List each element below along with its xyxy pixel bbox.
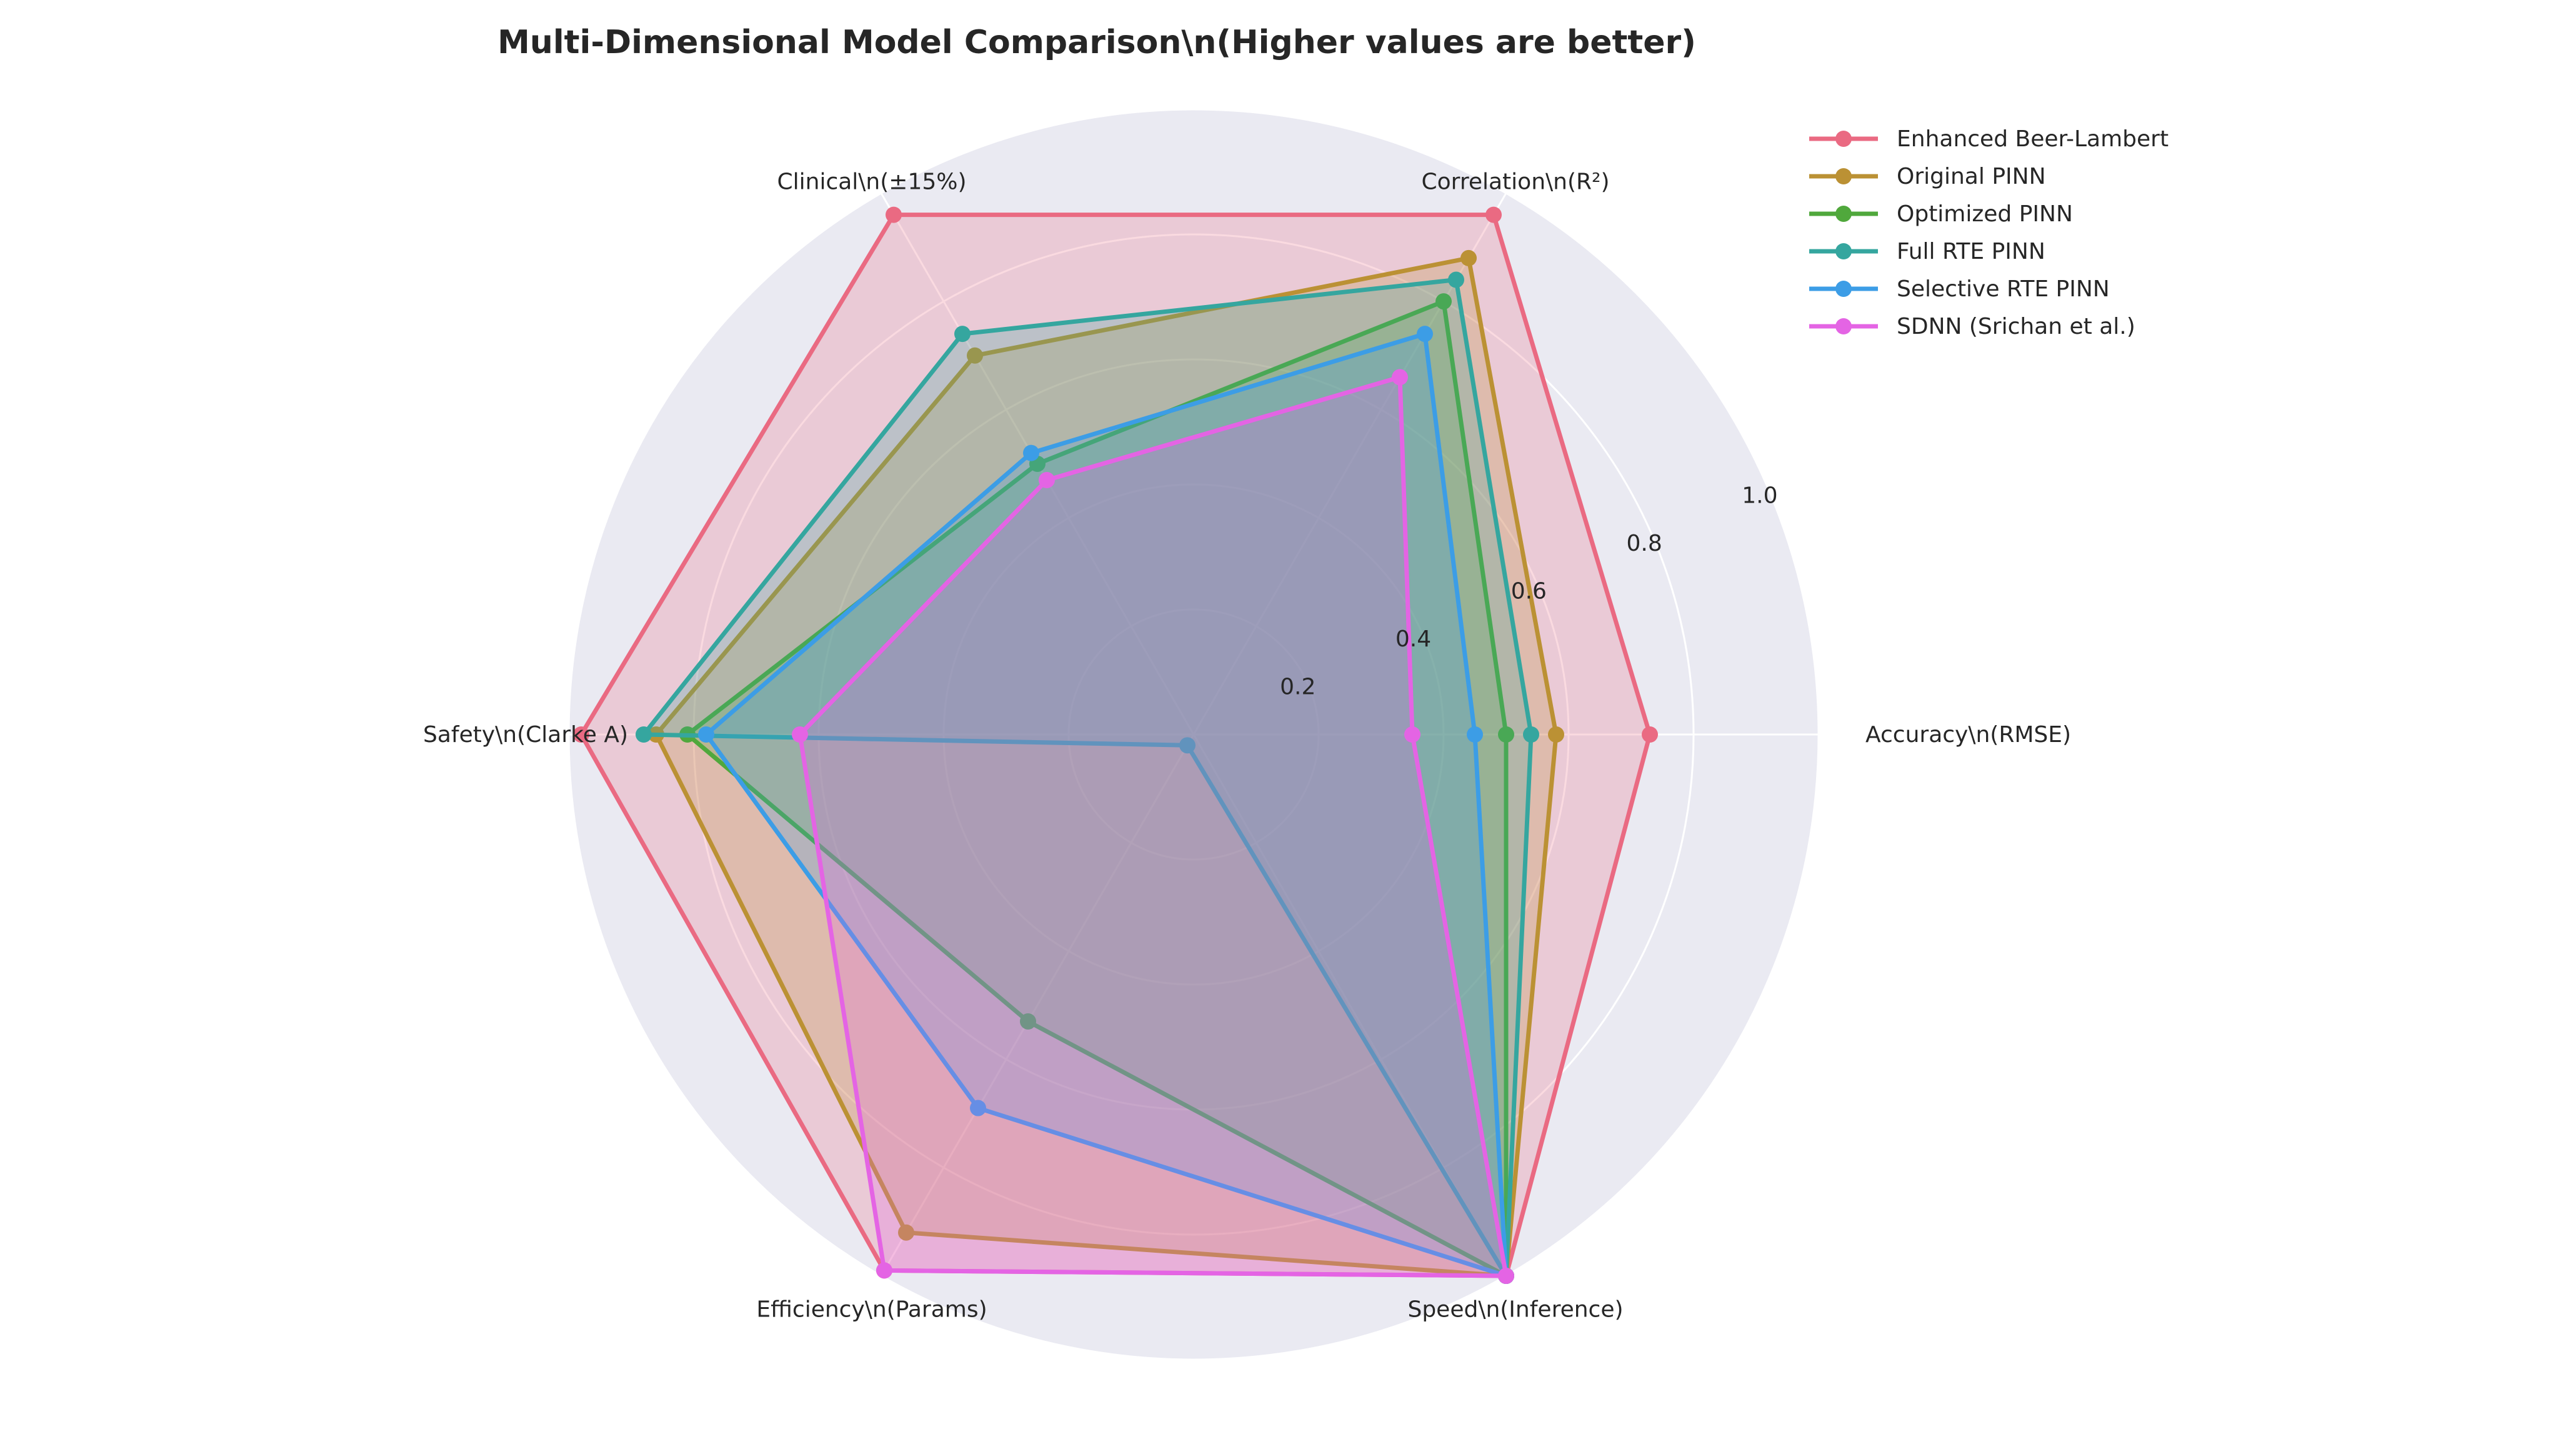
legend-item: SDNN (Srichan et al.) (1809, 314, 2135, 339)
axis-label: Correlation\n(R²) (1422, 169, 1610, 194)
legend-label: SDNN (Srichan et al.) (1897, 314, 2135, 339)
legend-label: Optimized PINN (1897, 201, 2073, 227)
axis-label: Clinical\n(±15%) (777, 169, 966, 194)
legend: Enhanced Beer-Lambert Original PINN Optimi… (1809, 126, 2169, 339)
legend-item: Selective RTE PINN (1809, 276, 2110, 302)
legend-item: Original PINN (1809, 164, 2046, 189)
radial-ticks: 0.2 0.4 0.6 0.8 1.0 (1280, 483, 1777, 699)
axis-label: Safety\n(Clarke A) (423, 722, 628, 748)
legend-item: Full RTE PINN (1809, 239, 2045, 264)
axis-label: Speed\n(Inference) (1407, 1297, 1623, 1323)
data-point (886, 206, 902, 223)
series-area (656, 258, 1556, 1276)
radial-tick-label: 0.8 (1626, 531, 1662, 556)
radial-tick-label: 0.6 (1511, 578, 1547, 604)
series-area (706, 334, 1506, 1276)
data-point (1404, 726, 1420, 743)
legend-item: Optimized PINN (1809, 201, 2073, 227)
series-area (687, 301, 1506, 1276)
data-point (1498, 726, 1514, 743)
legend-marker (1835, 243, 1852, 259)
data-point (967, 347, 983, 364)
data-point (792, 726, 808, 743)
axis-labels: Accuracy\n(RMSE) Correlation\n(R²) Clinica… (423, 169, 2071, 1322)
data-point (1498, 1268, 1514, 1285)
series-area (644, 279, 1531, 1276)
legend-item: Enhanced Beer-Lambert (1809, 126, 2169, 152)
data-point (1392, 369, 1408, 386)
data-point (1485, 206, 1502, 223)
data-point (954, 326, 971, 343)
data-point (1435, 293, 1452, 310)
radial-tick-label: 1.0 (1742, 483, 1777, 508)
data-point (876, 1262, 892, 1279)
legend-label: Full RTE PINN (1897, 239, 2045, 264)
data-point (1548, 726, 1564, 743)
data-point (636, 726, 652, 743)
data-point (898, 1224, 914, 1241)
legend-marker (1835, 281, 1852, 297)
data-point (1039, 471, 1055, 488)
data-point (1448, 271, 1464, 288)
radar-series (573, 206, 1658, 1285)
legend-marker (1835, 168, 1852, 184)
axis-label: Efficiency\n(Params) (756, 1297, 987, 1323)
data-point (698, 726, 714, 743)
axis-label: Accuracy\n(RMSE) (1865, 722, 2071, 748)
legend-marker (1835, 318, 1852, 334)
radial-tick-label: 0.2 (1280, 674, 1315, 699)
legend-label: Original PINN (1897, 164, 2046, 189)
chart-title: Multi-Dimensional Model Comparison\n(Hig… (497, 24, 1696, 61)
data-point (573, 726, 589, 743)
data-point (1467, 726, 1483, 743)
data-point (1023, 444, 1039, 461)
data-point (1642, 726, 1658, 743)
legend-label: Selective RTE PINN (1897, 276, 2110, 302)
data-point (1179, 737, 1196, 754)
legend-marker (1835, 206, 1852, 222)
data-point (970, 1100, 986, 1116)
series-group (792, 369, 1514, 1285)
series-area (800, 377, 1506, 1276)
radial-tick-label: 0.4 (1395, 626, 1431, 652)
legend-marker (1835, 131, 1852, 147)
data-point (1417, 326, 1433, 343)
data-point (1020, 1013, 1036, 1030)
data-point (1523, 726, 1539, 743)
legend-label: Enhanced Beer-Lambert (1897, 126, 2169, 152)
grid-spoke (880, 734, 1195, 1276)
data-point (1460, 249, 1477, 266)
